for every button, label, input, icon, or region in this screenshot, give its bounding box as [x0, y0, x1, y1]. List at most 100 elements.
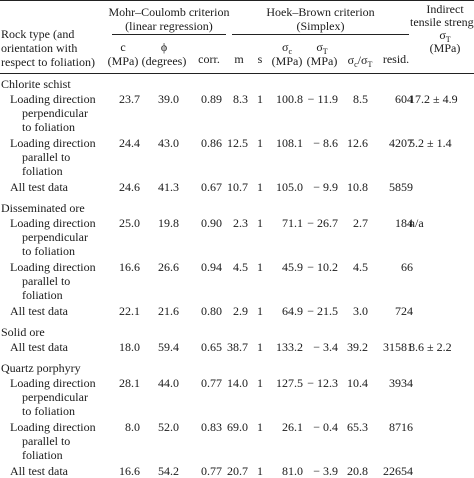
header-rock-type-line: respect to foliation)	[1, 55, 95, 69]
cell-resid: 5859	[389, 180, 413, 194]
cell-m: 10.7	[227, 180, 248, 194]
cell-its: n/a	[409, 216, 424, 230]
sigma-subscript: T	[445, 35, 451, 44]
group-heading: Chlorite schist	[1, 77, 71, 91]
cell-m: 2.3	[233, 216, 248, 230]
cell-s: 1	[257, 260, 263, 274]
sigma-subscript: c	[354, 60, 358, 69]
row-label-line: to foliation	[22, 404, 75, 418]
header-m-label: m	[234, 52, 244, 66]
row-label-line: foliation	[22, 448, 63, 462]
cell-sc: 71.1	[282, 216, 303, 230]
cell-c: 28.1	[119, 376, 140, 390]
cell-corr: 0.89	[201, 92, 222, 106]
cell-phi: 21.6	[158, 304, 179, 318]
header-sigma-t-symbol: σT	[305, 40, 339, 56]
cell-ratio: 8.5	[353, 92, 368, 106]
cell-ratio: 65.3	[347, 420, 368, 434]
cell-sc: 26.1	[282, 420, 303, 434]
cell-phi: 39.0	[158, 92, 179, 106]
row-label-line: parallel to	[22, 150, 71, 164]
cell-c: 24.6	[119, 180, 140, 194]
header-hb-group: Hoek–Brown criterion (Simplex)	[232, 5, 409, 33]
cell-corr: 0.90	[201, 216, 222, 230]
header-mc-group-line: Mohr–Coulomb criterion	[108, 5, 230, 19]
header-sigma-t: σT (MPa)	[305, 40, 339, 68]
header-resid-label: resid.	[382, 52, 410, 66]
header-rock-type-line: Rock type (and	[1, 27, 75, 41]
cell-ratio: 3.0	[353, 304, 368, 318]
row-label-line: Loading direction	[10, 420, 96, 434]
cell-sc: 127.5	[276, 376, 303, 390]
cell-st: − 12.3	[307, 376, 338, 390]
header-its: Indirect tensile strength σT (MPa)	[410, 3, 474, 55]
ratio-slash: /	[357, 53, 361, 67]
row-label-line: parallel to	[22, 274, 71, 288]
cell-resid: 31581	[383, 340, 413, 354]
sigma-symbol: σ	[439, 28, 446, 42]
sigma-subscript: T	[322, 47, 328, 56]
cell-its: 17.2 ± 4.9	[409, 92, 458, 106]
header-bottom-rule	[0, 73, 474, 74]
sigma-symbol: σ	[347, 53, 355, 67]
cell-m: 14.0	[227, 376, 248, 390]
cell-resid: 604	[395, 92, 413, 106]
header-phi-label: ϕ	[160, 40, 168, 54]
header-sigma-c: σc (MPa)	[269, 40, 305, 68]
cell-ratio: 2.7	[353, 216, 368, 230]
cell-m: 8.3	[233, 92, 248, 106]
cell-m: 12.5	[227, 136, 248, 150]
header-sigma-c-unit: (MPa)	[271, 54, 303, 68]
header-m: m	[232, 53, 246, 65]
sigma-symbol: σ	[361, 53, 368, 67]
hb-group-underline	[232, 34, 409, 35]
cell-its: 5.2 ± 1.4	[409, 136, 452, 150]
row-label-line: All test data	[10, 304, 68, 318]
row-label-line: Loading direction	[10, 92, 96, 106]
header-sigma-c-symbol: σc	[269, 40, 305, 56]
header-its-line: Indirect	[426, 2, 464, 16]
cell-ratio: 12.6	[347, 136, 368, 150]
header-mc-group-line: (linear regression)	[125, 19, 213, 33]
header-c-label: c	[120, 40, 126, 54]
cell-resid: 184	[395, 216, 413, 230]
cell-resid: 8716	[389, 420, 413, 434]
row-label-line: Loading direction	[10, 216, 96, 230]
cell-c: 23.7	[119, 92, 140, 106]
cell-s: 1	[257, 136, 263, 150]
cell-resid: 66	[401, 260, 413, 274]
cell-c: 18.0	[119, 340, 140, 354]
row-label-line: Loading direction	[10, 136, 96, 150]
cell-corr: 0.83	[201, 420, 222, 434]
header-hb-group-line: Hoek–Brown criterion	[266, 5, 375, 19]
cell-ratio: 39.2	[347, 340, 368, 354]
row-label-line: All test data	[10, 180, 68, 194]
cell-corr: 0.94	[201, 260, 222, 274]
header-s: s	[253, 53, 267, 65]
cell-corr: 0.67	[201, 180, 222, 194]
cell-st: − 26.7	[307, 216, 338, 230]
row-label-line: perpendicular	[22, 106, 88, 120]
cell-s: 1	[257, 304, 263, 318]
header-its-symbol: σT	[410, 28, 474, 44]
sigma-symbol: σ	[281, 40, 289, 54]
cell-corr: 0.65	[201, 340, 222, 354]
cell-resid: 724	[395, 304, 413, 318]
header-resid: resid.	[378, 53, 414, 65]
sigma-symbol: σ	[316, 40, 323, 54]
row-label-line: perpendicular	[22, 390, 88, 404]
cell-s: 1	[257, 180, 263, 194]
row-label-line: to foliation	[22, 244, 75, 258]
header-phi: ϕ (degrees)	[139, 40, 189, 68]
cell-sc: 105.0	[276, 180, 303, 194]
cell-its: 8.6 ± 2.2	[409, 340, 452, 354]
header-its-unit: (MPa)	[429, 41, 461, 55]
header-sigma-t-unit: (MPa)	[306, 54, 338, 68]
cell-phi: 44.0	[158, 376, 179, 390]
cell-phi: 41.3	[158, 180, 179, 194]
group-heading: Quartz porphyry	[1, 361, 81, 375]
mc-group-underline	[112, 34, 226, 35]
cell-c: 16.6	[119, 260, 140, 274]
header-c-unit: (MPa)	[107, 54, 139, 68]
cell-m: 69.0	[227, 420, 248, 434]
